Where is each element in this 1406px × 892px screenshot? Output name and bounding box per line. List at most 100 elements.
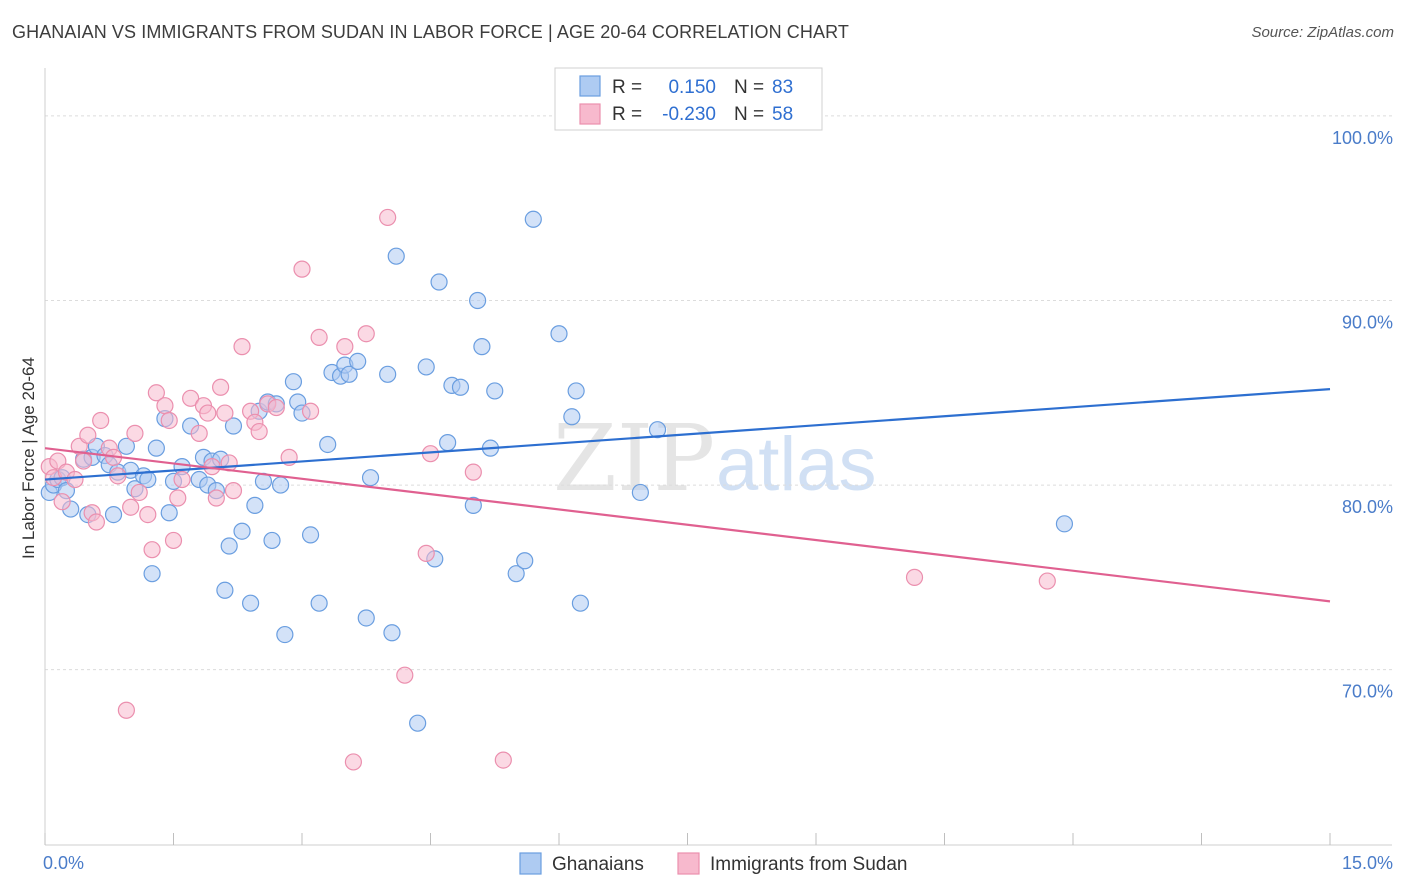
legend-r-label-2: R =	[612, 104, 642, 125]
ghanaian-point	[648, 421, 667, 439]
ghanaian-point	[469, 291, 487, 310]
sudan-point	[344, 753, 362, 771]
ghanaian-point	[451, 378, 470, 396]
legend-swatch-sudan	[579, 103, 601, 125]
legend-n-value-1: 83	[772, 77, 793, 98]
sudan-point	[301, 402, 320, 420]
ghanaian-point	[271, 476, 290, 494]
sudan-point	[143, 541, 161, 559]
ghanaian-point	[310, 594, 328, 612]
sudan-point	[357, 325, 375, 343]
sudan-point	[147, 384, 165, 402]
sudan-point	[207, 489, 225, 507]
sudan-point	[122, 498, 140, 516]
legend-n-label-1: N =	[734, 77, 764, 98]
trend-lines	[44, 387, 1331, 603]
sudan-point	[92, 411, 110, 430]
sudan-point	[53, 493, 71, 511]
sudan-point	[87, 513, 106, 531]
legend-n-value-2: 58	[772, 104, 793, 125]
sudan-point	[417, 544, 435, 562]
ghanaian-point	[430, 273, 448, 291]
legend-n-label-2: N =	[734, 104, 764, 125]
axes	[44, 68, 1392, 846]
sudan-point	[267, 398, 285, 417]
ghanaian-point	[357, 609, 375, 627]
ghanaian-point	[104, 506, 123, 524]
ghanaian-point	[117, 437, 135, 455]
ghanaian-point	[486, 382, 504, 400]
y-tick-label: 100.0%	[1332, 128, 1393, 148]
ghanaian-point	[524, 210, 542, 228]
ghanaian-point	[349, 352, 367, 371]
ghanaian-point	[224, 417, 243, 435]
sudan-point	[1038, 572, 1056, 590]
ghanaian-point	[246, 496, 264, 514]
sudan-point	[182, 389, 200, 407]
tick-labels: 70.0% 80.0% 90.0% 100.0% 0.0% 15.0%	[43, 128, 1393, 873]
correlation-legend: R = 0.150 N = 83 R = -0.230 N = 58	[554, 67, 823, 131]
chart-source: Source: ZipAtlas.com	[1251, 24, 1394, 41]
ghanaian-point	[409, 714, 427, 732]
ghanaian-point	[464, 496, 482, 514]
watermark-atlas: atlas	[716, 422, 877, 507]
sudan-point	[310, 328, 328, 347]
ghanaian-point	[233, 522, 251, 540]
ghanaian-point	[160, 504, 178, 522]
ghanaian-point	[361, 469, 380, 487]
sudan-point	[169, 489, 187, 507]
y-tick-label: 90.0%	[1342, 312, 1393, 332]
series-legend: Ghanaians Immigrants from Sudan	[519, 852, 907, 875]
legend-r-value-1: 0.150	[668, 77, 716, 98]
sudan-point	[212, 378, 230, 396]
ghanaian-point	[242, 594, 260, 612]
sudan-point	[164, 531, 183, 550]
sudan-point	[79, 426, 97, 444]
y-tick-label: 70.0%	[1342, 682, 1393, 702]
ghanaian-point	[516, 552, 534, 570]
ghanaian-point	[143, 565, 161, 583]
sudan-point	[66, 470, 84, 489]
sudan-point	[233, 338, 251, 356]
ghanaian-point	[319, 435, 337, 454]
sudan-point	[250, 422, 268, 441]
y-tick-label: 80.0%	[1342, 497, 1393, 517]
ghanaian-point	[439, 434, 457, 452]
sudan-point	[216, 404, 234, 422]
sudan-point	[494, 751, 512, 769]
ghanaian-point	[507, 565, 525, 583]
ghanaian-point	[567, 382, 585, 400]
sudan-point	[130, 483, 148, 502]
ghanaian-point	[284, 373, 303, 391]
ghanaian-point	[387, 247, 405, 265]
sudan-point	[190, 424, 208, 442]
data-points	[40, 208, 1074, 771]
sudan-point	[224, 482, 243, 500]
sudan-point	[117, 701, 135, 719]
sudan-point	[74, 452, 93, 470]
x-tick-label-start: 0.0%	[43, 853, 84, 873]
bottom-legend-label-sudan: Immigrants from Sudan	[710, 854, 907, 875]
grid-lines	[45, 115, 1392, 671]
ghanaian-point	[147, 439, 165, 457]
x-tick-label-end: 15.0%	[1342, 853, 1393, 873]
sudan-point	[336, 338, 354, 356]
legend-swatch-ghanaians	[579, 75, 601, 97]
ghanaian-point	[1055, 515, 1074, 533]
ghanaian-point	[417, 358, 435, 376]
ghanaian-trend-line	[44, 387, 1331, 481]
sudan-point	[156, 397, 174, 415]
bottom-legend-label-ghanaians: Ghanaians	[552, 854, 644, 875]
ghanaian-point	[276, 625, 294, 644]
sudan-point	[199, 404, 217, 422]
ghanaian-point	[550, 325, 568, 343]
sudan-point	[293, 260, 311, 278]
watermark: ZIP atlas	[553, 405, 877, 512]
ghanaian-point	[383, 624, 401, 642]
sudan-point	[139, 506, 157, 524]
y-axis-label: In Labor Force | Age 20-64	[19, 357, 38, 559]
ghanaian-point	[563, 408, 581, 426]
ghanaian-point	[340, 365, 358, 383]
ghanaian-point	[379, 365, 397, 383]
